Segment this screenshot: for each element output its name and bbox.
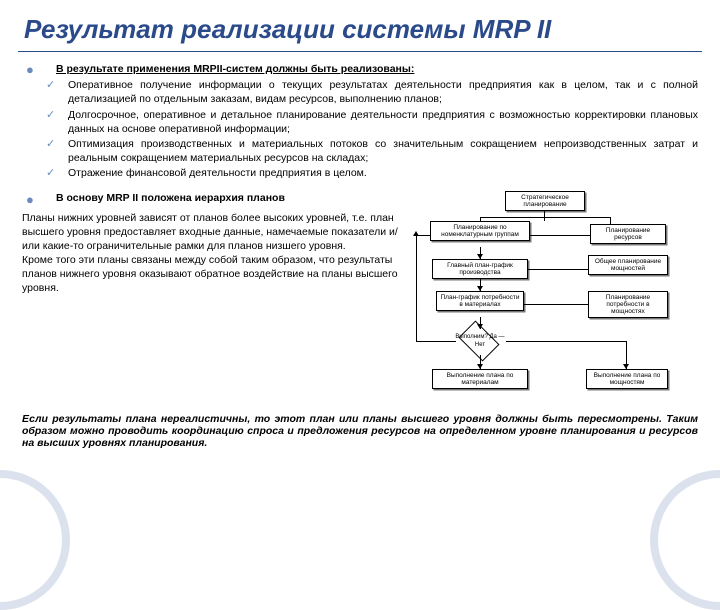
arrow [610,217,611,224]
arrow [506,341,626,342]
bullet-icon: ● [22,191,42,209]
decor-circle-bl [0,470,70,610]
check-icon: ✓ [46,78,56,106]
title-divider [18,51,702,52]
bullet-icon: ● [22,62,42,76]
check-icon: ✓ [46,166,56,181]
arrow [416,235,417,341]
decision-label: Выполним? Да — Нет [454,333,506,349]
arrow [530,235,590,236]
section1-list: ✓ Оперативное получение информации о теку… [22,78,698,181]
node-capacity-req: Планирование потребности в мощностях [588,291,668,318]
check-icon: ✓ [46,108,56,136]
content-area: ● В результате применения MRPII-систем д… [0,62,720,401]
section2-text: ● В основу MRP II положена иерархия план… [22,191,402,401]
arrow-head-icon [477,364,483,369]
list-text: Оперативное получение информации о текущ… [68,78,698,106]
list-text: Отражение финансовой деятельности предпр… [68,166,698,181]
section2-para: Планы нижних уровней зависят от планов б… [22,211,402,296]
list-text: Долгосрочное, оперативное и детальное пл… [68,108,698,136]
page-title: Результат реализации системы MRP II [0,0,720,51]
arrow [524,304,588,305]
arrow [528,269,588,270]
list-item: ✓ Оперативное получение информации о теку… [46,78,698,106]
decor-circle-br [650,470,720,610]
node-master-schedule: Главный план-график производства [432,259,528,279]
list-item: ✓ Отражение финансовой деятельности предп… [46,166,698,181]
node-exec-capacity: Выполнение плана по мощностям [586,369,668,389]
list-item: ✓ Долгосрочное, оперативное и детальное п… [46,108,698,136]
arrow [480,217,481,222]
arrow-head-icon [477,254,483,259]
node-materials-req: План-график потребности в материалах [436,291,524,311]
list-text: Оптимизация производственных и материаль… [68,137,698,165]
arrow-head-icon [623,364,629,369]
node-capacity-general: Общее планирование мощностей [588,255,668,275]
node-strategic: Стратегическое планирование [505,191,585,211]
arrow [480,217,610,218]
section1-lead: ● В результате применения MRPII-систем д… [22,62,698,76]
mrp-diagram: Стратегическое планирование Планирование… [410,191,698,401]
footer-note: Если результаты плана нереалистичны, то … [0,413,720,449]
arrow-head-icon [477,286,483,291]
arrow-head-icon [413,231,419,236]
mid-row: ● В основу MRP II положена иерархия план… [22,191,698,401]
section1-lead-text: В результате применения MRPII-систем дол… [56,62,414,76]
section2-lead-text: В основу MRP II положена иерархия планов [56,191,285,209]
list-item: ✓ Оптимизация производственных и материал… [46,137,698,165]
node-nomenclature: Планирование по номенклатурным группам [430,221,530,241]
node-exec-materials: Выполнение плана по материалам [432,369,528,389]
arrow [416,341,456,342]
arrow-head-icon [477,324,483,329]
section2-lead: ● В основу MRP II положена иерархия план… [22,191,402,209]
arrow [544,210,545,221]
node-resources: Планирование ресурсов [590,224,666,244]
check-icon: ✓ [46,137,56,165]
